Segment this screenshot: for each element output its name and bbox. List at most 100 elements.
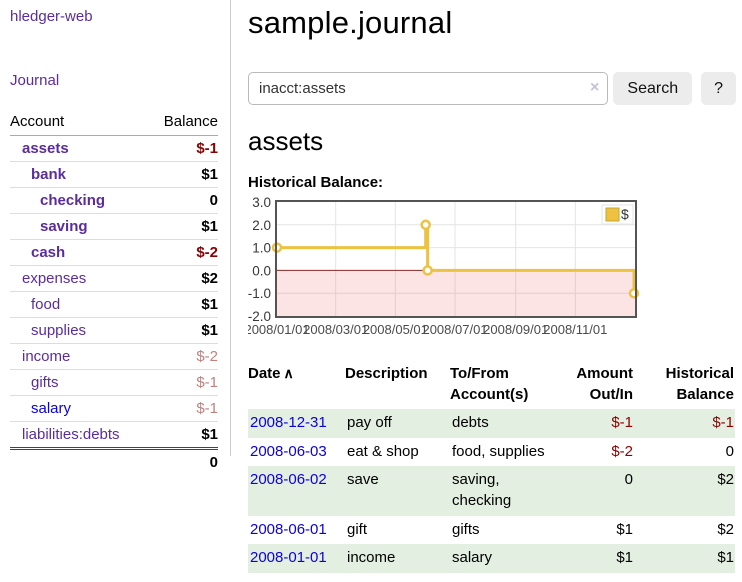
account-row: checking 0 — [10, 188, 218, 214]
y-axis-tick: 2.0 — [252, 218, 271, 233]
column-label: To/From — [450, 365, 509, 382]
column-label: Amount — [576, 365, 633, 382]
search-input[interactable] — [248, 72, 609, 105]
transaction-accounts: debts — [450, 409, 562, 438]
x-axis-tick: 2008/09/01 — [483, 322, 548, 337]
chart-title: Historical Balance: — [248, 174, 384, 191]
y-axis-tick: 3.0 — [252, 196, 271, 210]
transaction-balance: $-1 — [641, 409, 735, 438]
register-col-date[interactable]: Date ∧ — [248, 360, 345, 409]
transaction-accounts: saving, checking — [450, 466, 562, 516]
transaction-accounts: food, supplies — [452, 442, 545, 460]
transaction-description: eat & shop — [347, 442, 419, 460]
x-axis-tick: 2008/03/01 — [303, 322, 368, 337]
account-balance: $1 — [201, 296, 218, 313]
register-table: Date ∧ Description To/From Account(s) Amount O… — [248, 360, 735, 574]
account-balance: $1 — [201, 166, 218, 183]
search-bar: × Search ? — [248, 72, 736, 105]
transaction-description: pay off — [345, 409, 450, 438]
transaction-date-link[interactable]: 2008-12-31 — [250, 414, 327, 431]
account-link[interactable]: food — [31, 296, 61, 313]
register-col-description: Description — [345, 360, 450, 409]
account-link[interactable]: saving — [40, 218, 88, 235]
account-row: income $-2 — [10, 344, 218, 370]
account-link[interactable]: salary — [31, 400, 72, 417]
column-label: Account(s) — [450, 386, 529, 403]
account-link[interactable]: gifts — [31, 374, 59, 391]
account-row: food $1 — [10, 292, 218, 318]
transaction-accounts: gifts — [452, 520, 480, 538]
account-row: liabilities:debts $1 — [10, 422, 218, 447]
historical-balance-chart: $3.0 2.0 1.0 0.0 -1.0 -2.0 2008/01/01 2008/03/0… — [248, 196, 736, 343]
register-col-tofrom: To/From Account(s) — [450, 360, 562, 409]
transaction-date-link[interactable]: 2008-06-01 — [250, 520, 327, 538]
legend-label: $ — [621, 206, 629, 222]
transaction-balance: $2 — [717, 520, 734, 538]
account-balance: $-1 — [196, 400, 218, 417]
y-axis-tick: -2.0 — [248, 309, 271, 324]
transaction-amount: $1 — [616, 520, 633, 538]
transaction-description: income — [345, 544, 450, 574]
account-heading: assets — [248, 126, 324, 156]
transaction-description: save — [345, 466, 450, 516]
transaction-amount: $1 — [562, 544, 641, 574]
accounts-table: Account Balance assets $-1 bank $1 checking 0… — [10, 109, 218, 475]
account-row: bank $1 — [10, 162, 218, 188]
x-axis-tick: 2008/07/01 — [422, 322, 487, 337]
transaction-amount: $-1 — [562, 409, 641, 438]
account-balance: $-1 — [196, 374, 218, 391]
accounts-total-row: 0 — [10, 447, 218, 475]
transaction-date-link[interactable]: 2008-06-02 — [250, 471, 327, 489]
transaction-balance: $2 — [641, 466, 735, 516]
transaction-date-link[interactable]: 2008-01-01 — [250, 549, 327, 567]
account-link[interactable]: liabilities:debts — [22, 426, 120, 443]
register-row: 2008-12-31 pay off debts $-1 $-1 — [248, 409, 735, 438]
account-row: expenses $2 — [10, 266, 218, 292]
register-row: 2008-06-03 eat & shop food, supplies $-2 0 — [248, 438, 735, 467]
account-balance: $1 — [201, 218, 218, 235]
account-balance: $-2 — [196, 348, 218, 365]
sort-asc-icon[interactable]: ∧ — [283, 365, 294, 381]
column-label: Description — [345, 365, 428, 382]
search-button[interactable]: Search — [613, 72, 693, 105]
help-button[interactable]: ? — [701, 72, 736, 105]
account-link[interactable]: income — [22, 348, 71, 365]
register-row: 2008-06-02 save saving, checking 0 $2 — [248, 466, 735, 516]
brand-link[interactable]: hledger-web — [10, 8, 93, 25]
account-row: supplies $1 — [10, 318, 218, 344]
account-row: gifts $-1 — [10, 370, 218, 396]
column-label: Historical — [665, 365, 734, 382]
account-link[interactable]: supplies — [31, 322, 87, 339]
account-link[interactable]: cash — [31, 244, 66, 261]
y-axis-tick: 0.0 — [252, 263, 271, 278]
column-label: Date — [248, 365, 281, 382]
y-axis-tick: 1.0 — [252, 241, 271, 256]
account-balance: $1 — [201, 322, 218, 339]
register-row: 2008-06-01 gift gifts $1 $2 — [248, 516, 735, 545]
account-balance: $2 — [201, 270, 218, 287]
transaction-date-link[interactable]: 2008-06-03 — [250, 442, 327, 460]
account-link[interactable]: bank — [31, 166, 67, 183]
account-row: cash $-2 — [10, 240, 218, 266]
main-content: sample.journal × Search ? assets Histori… — [248, 0, 736, 574]
transaction-balance: $1 — [641, 544, 735, 574]
account-balance: 0 — [209, 192, 218, 209]
account-link[interactable]: assets — [22, 140, 69, 157]
register-row: 2008-01-01 income salary $1 $1 — [248, 544, 735, 574]
account-row: assets $-1 — [10, 136, 218, 162]
transaction-description: gift — [347, 520, 368, 538]
account-row: salary $-1 — [10, 396, 218, 422]
accounts-header-balance: Balance — [163, 113, 218, 130]
clear-search-icon[interactable]: × — [590, 79, 600, 96]
accounts-header-account: Account — [10, 113, 65, 130]
accounts-list: assets $-1 bank $1 checking 0 saving $1 cash $-2 e… — [10, 136, 218, 447]
search-input-wrap: × — [248, 72, 609, 105]
account-balance: $-1 — [196, 140, 218, 157]
account-row: saving $1 — [10, 214, 218, 240]
account-link[interactable]: expenses — [22, 270, 87, 287]
sidebar-item-journal[interactable]: Journal — [10, 72, 60, 89]
transaction-amount: 0 — [562, 466, 641, 516]
account-link[interactable]: checking — [40, 192, 106, 209]
page-title: sample.journal — [248, 5, 453, 40]
column-label: Out/In — [589, 386, 633, 403]
